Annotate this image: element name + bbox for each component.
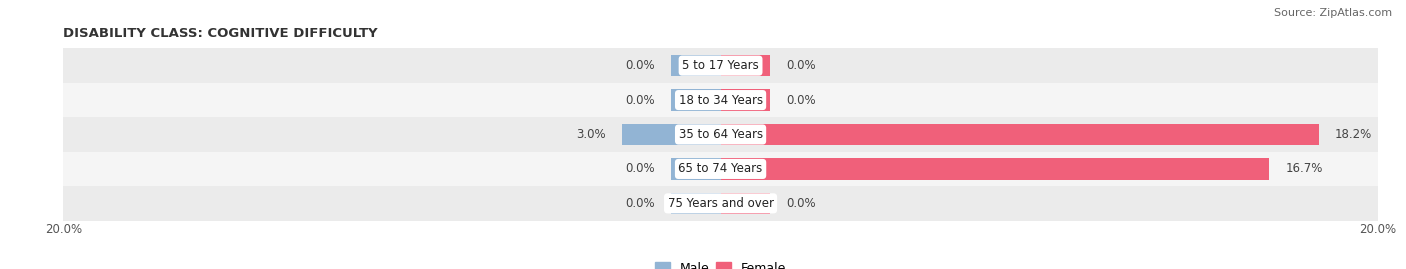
Text: 5 to 17 Years: 5 to 17 Years xyxy=(682,59,759,72)
Bar xyxy=(720,55,770,76)
Bar xyxy=(621,124,720,145)
Text: 0.0%: 0.0% xyxy=(786,197,815,210)
Legend: Male, Female: Male, Female xyxy=(655,261,786,269)
Text: 0.0%: 0.0% xyxy=(626,59,655,72)
Text: 18 to 34 Years: 18 to 34 Years xyxy=(679,94,762,107)
Text: Source: ZipAtlas.com: Source: ZipAtlas.com xyxy=(1274,8,1392,18)
Text: 0.0%: 0.0% xyxy=(786,59,815,72)
Text: 0.0%: 0.0% xyxy=(786,94,815,107)
Bar xyxy=(671,193,720,214)
Bar xyxy=(671,89,720,111)
Text: 0.0%: 0.0% xyxy=(626,162,655,175)
Text: 75 Years and over: 75 Years and over xyxy=(668,197,773,210)
Bar xyxy=(671,158,720,180)
Bar xyxy=(63,83,1378,117)
Text: 18.2%: 18.2% xyxy=(1336,128,1372,141)
Text: DISABILITY CLASS: COGNITIVE DIFFICULTY: DISABILITY CLASS: COGNITIVE DIFFICULTY xyxy=(63,27,378,40)
Text: 3.0%: 3.0% xyxy=(576,128,606,141)
Bar xyxy=(671,55,720,76)
Bar xyxy=(63,152,1378,186)
Bar xyxy=(63,48,1378,83)
Bar xyxy=(63,117,1378,152)
Text: 0.0%: 0.0% xyxy=(626,197,655,210)
Bar xyxy=(63,186,1378,221)
Bar xyxy=(720,158,1270,180)
Bar xyxy=(720,193,770,214)
Text: 16.7%: 16.7% xyxy=(1286,162,1323,175)
Text: 0.0%: 0.0% xyxy=(626,94,655,107)
Bar xyxy=(720,89,770,111)
Text: 65 to 74 Years: 65 to 74 Years xyxy=(679,162,762,175)
Bar xyxy=(720,124,1319,145)
Text: 35 to 64 Years: 35 to 64 Years xyxy=(679,128,762,141)
